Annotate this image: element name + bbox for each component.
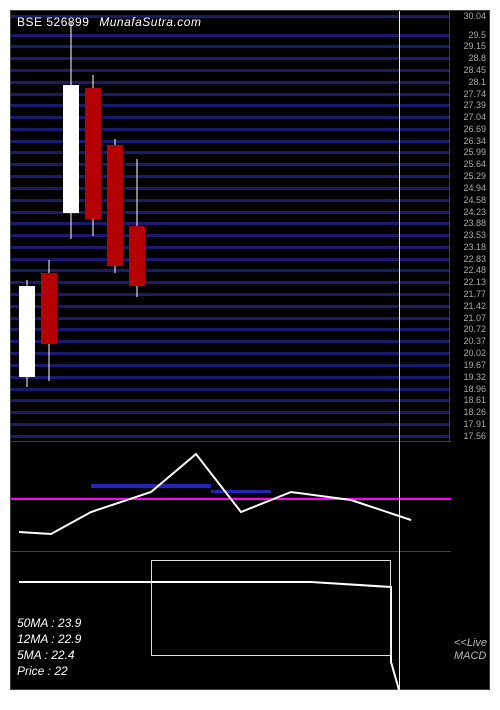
candle-body <box>19 286 35 377</box>
y-tick-label: 25.64 <box>463 159 486 169</box>
y-tick-label: 21.77 <box>463 289 486 299</box>
grid-line <box>11 388 451 391</box>
ma12-label: 12MA : <box>17 632 55 646</box>
candle[interactable] <box>41 260 57 381</box>
y-tick-label: 20.02 <box>463 348 486 358</box>
y-tick-label: 28.45 <box>463 65 486 75</box>
candle[interactable] <box>107 139 123 273</box>
candle-body <box>107 145 123 266</box>
grid-line <box>11 352 451 355</box>
grid-line <box>11 293 451 296</box>
y-axis: 30.04 29.529.15 28.8 28.45 28.1 27.7427.39 27.… <box>449 11 489 441</box>
y-tick-label: 19.32 <box>463 372 486 382</box>
ma5-value: 22.4 <box>51 648 74 662</box>
y-tick-label: 18.26 <box>463 407 486 417</box>
ma50-label: 50MA : <box>17 616 55 630</box>
grid-line <box>11 305 451 308</box>
price-value: 22 <box>54 664 67 678</box>
grid-line <box>11 340 451 343</box>
ma50-row: 50MA : 23.9 <box>17 615 81 631</box>
y-tick-label: 22.48 <box>463 265 486 275</box>
candle[interactable] <box>129 159 145 297</box>
candle[interactable] <box>85 75 101 236</box>
grid-line <box>11 246 451 249</box>
y-tick-label: 21.42 <box>463 301 486 311</box>
macd-text: MACD <box>454 650 486 662</box>
grid-line <box>11 376 451 379</box>
y-tick-label: 17.56 <box>463 431 486 441</box>
candle-body <box>129 226 145 286</box>
y-tick-label: 24.94 <box>463 183 486 193</box>
grid-line <box>11 411 451 414</box>
y-tick-label: 20.37 <box>463 336 486 346</box>
y-tick-label: 19.67 <box>463 360 486 370</box>
y-tick-label: 27.39 <box>463 100 486 110</box>
grid-line <box>11 258 451 261</box>
y-tick-label: 30.04 <box>463 11 486 21</box>
y-tick-label: 26.34 <box>463 136 486 146</box>
ma12-value: 22.9 <box>58 632 81 646</box>
y-tick-label: 27.04 <box>463 112 486 122</box>
info-box: 50MA : 23.9 12MA : 22.9 5MA : 22.4 Price… <box>17 615 81 679</box>
cursor-line <box>399 11 400 691</box>
grid-line <box>11 435 451 438</box>
macd-box <box>151 560 391 656</box>
y-tick-label: 17.91 <box>463 419 486 429</box>
grid-line <box>11 328 451 331</box>
price-label: Price : <box>17 664 51 678</box>
ma12-row: 12MA : 22.9 <box>17 631 81 647</box>
macd-label: <<Live MACD <box>454 637 487 663</box>
ma50-value: 23.9 <box>58 616 81 630</box>
y-tick-label: 23.88 <box>463 218 486 228</box>
grid-line <box>11 364 451 367</box>
price-row: Price : 22 <box>17 663 81 679</box>
y-tick-label: 25.99 <box>463 147 486 157</box>
chart-title: BSE 526899 MunafaSutra.com <box>17 15 201 29</box>
live-text: <<Live <box>454 637 487 649</box>
site-label: MunafaSutra.com <box>99 15 201 29</box>
indicator-pane[interactable] <box>11 441 451 551</box>
y-tick-label: 24.58 <box>463 195 486 205</box>
price-pane[interactable] <box>11 11 451 441</box>
y-tick-label: 28.8 <box>468 53 486 63</box>
y-tick-label: 25.29 <box>463 171 486 181</box>
y-tick-label: 22.13 <box>463 277 486 287</box>
y-tick-label: 22.83 <box>463 254 486 264</box>
grid-line <box>11 399 451 402</box>
y-tick-label: 24.23 <box>463 207 486 217</box>
grid-line <box>11 281 451 284</box>
y-tick-label: 23.18 <box>463 242 486 252</box>
candle[interactable] <box>19 280 35 388</box>
y-tick-label: 23.53 <box>463 230 486 240</box>
y-tick-label: 20.72 <box>463 324 486 334</box>
y-tick-label: 29.15 <box>463 41 486 51</box>
ma5-label: 5MA : <box>17 648 48 662</box>
y-tick-label: 27.74 <box>463 89 486 99</box>
y-tick-label: 18.96 <box>463 384 486 394</box>
y-tick-label: 21.07 <box>463 313 486 323</box>
y-tick-label: 18.61 <box>463 395 486 405</box>
y-tick-label: 28.1 <box>468 77 486 87</box>
candle-body <box>41 273 57 344</box>
indicator-line <box>11 442 451 552</box>
ma5-row: 5MA : 22.4 <box>17 647 81 663</box>
stock-chart[interactable]: BSE 526899 MunafaSutra.com 30.04 29.529.1… <box>10 10 490 690</box>
exchange-label: BSE <box>17 15 43 29</box>
candle-body <box>63 85 79 213</box>
grid-line <box>11 317 451 320</box>
grid-line <box>11 269 451 272</box>
y-tick-label: 29.5 <box>468 30 486 40</box>
candle[interactable] <box>63 21 79 239</box>
symbol-label: 526899 <box>46 15 89 29</box>
y-tick-label: 26.69 <box>463 124 486 134</box>
candle-body <box>85 88 101 219</box>
grid-line <box>11 423 451 426</box>
